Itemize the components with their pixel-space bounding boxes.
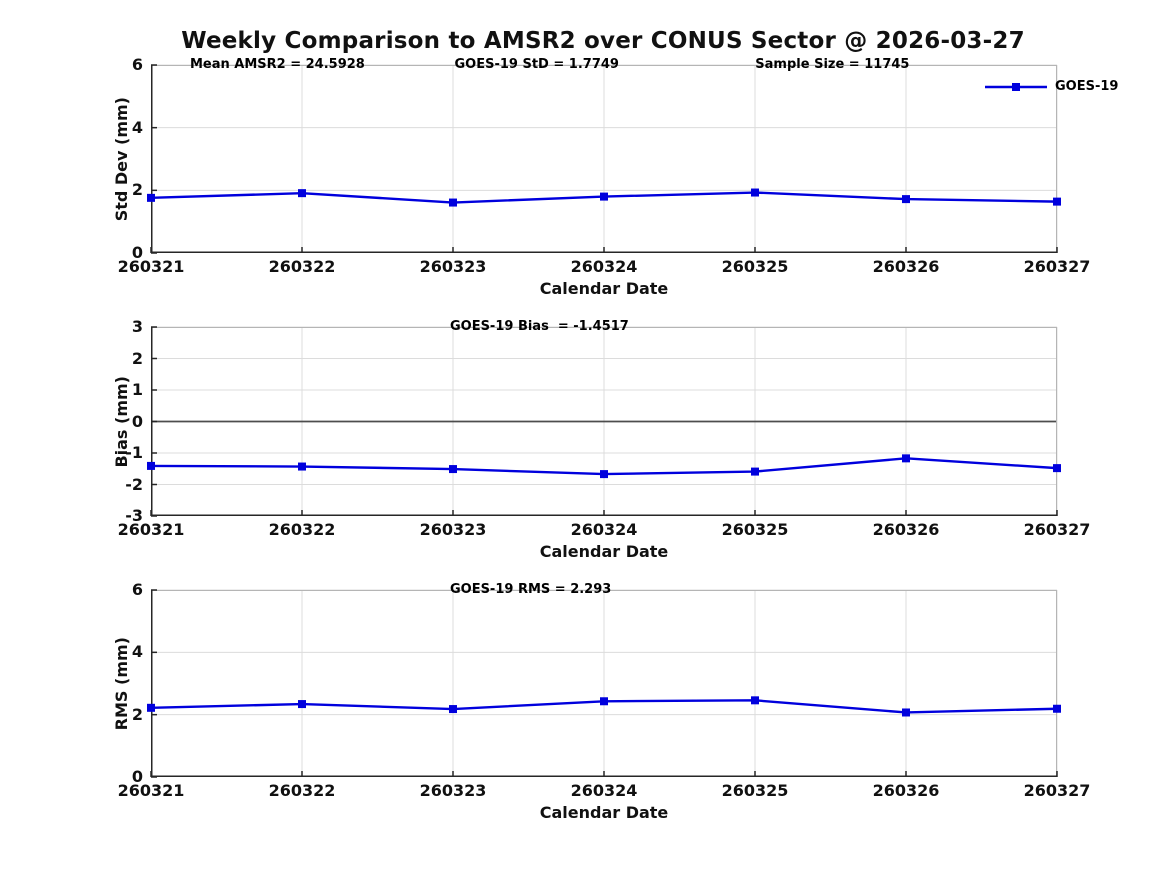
x-tick-label: 260327 — [1023, 520, 1091, 539]
y-tick-label: 6 — [131, 580, 143, 599]
y-tick-label: 2 — [131, 704, 143, 724]
x-tick-label: 260326 — [872, 257, 940, 276]
data-point-marker — [449, 465, 457, 474]
x-tick-label: 260324 — [570, 520, 638, 539]
data-point-marker — [298, 700, 306, 709]
data-point-marker — [600, 470, 608, 479]
x-tick-label: 260326 — [872, 520, 940, 539]
legend-label: GOES-19 — [1055, 79, 1119, 94]
y-axis-label-stddev: Std Dev (mm) — [111, 96, 131, 222]
chart-title: Weekly Comparison to AMSR2 over CONUS Se… — [181, 28, 1025, 54]
data-point-marker — [147, 461, 155, 470]
data-point-marker — [449, 705, 457, 714]
plot-annotation: Mean AMSR2 = 24.5928 — [189, 57, 365, 72]
x-tick-label: 260325 — [721, 257, 789, 276]
data-point-marker — [600, 192, 608, 201]
y-tick-label: 0 — [131, 767, 143, 786]
x-axis-label-rms: Calendar Date — [539, 803, 669, 822]
x-tick-label: 260327 — [1023, 257, 1091, 276]
y-tick-label: 4 — [131, 117, 143, 137]
plot-area-bias — [147, 326, 1061, 517]
plot-annotation: GOES-19 StD = 1.7749 — [454, 57, 619, 72]
y-tick-label: 2 — [131, 180, 143, 200]
x-tick-label: 260325 — [721, 781, 789, 800]
x-tick-label: 260324 — [570, 257, 638, 276]
y-tick-label: 2 — [131, 348, 143, 368]
data-point-marker — [600, 697, 608, 706]
x-tick-label: 260323 — [419, 781, 487, 800]
data-point-marker — [147, 703, 155, 712]
data-point-marker — [902, 454, 910, 463]
data-point-marker — [751, 188, 759, 197]
data-point-marker — [1053, 197, 1061, 206]
x-tick-label: 260327 — [1023, 781, 1091, 800]
data-point-marker — [1053, 704, 1061, 713]
data-point-marker — [751, 696, 759, 705]
x-tick-label: 260324 — [570, 781, 638, 800]
data-point-marker — [902, 195, 910, 204]
x-axis-label-stddev: Calendar Date — [539, 279, 669, 298]
legend-square-marker-icon — [1012, 82, 1020, 91]
plot-annotation: GOES-19 Bias = -1.4517 — [449, 319, 629, 334]
legend-line-sample — [985, 82, 1047, 91]
x-tick-label: 260321 — [117, 257, 185, 276]
y-tick-label: 4 — [131, 642, 143, 662]
plot-annotation: GOES-19 RMS = 2.293 — [449, 582, 612, 597]
data-point-marker — [298, 462, 306, 471]
x-axis-label-bias: Calendar Date — [539, 542, 669, 561]
y-tick-label: 3 — [131, 317, 143, 336]
x-tick-label: 260322 — [268, 781, 336, 800]
data-point-marker — [449, 198, 457, 207]
data-point-marker — [147, 193, 155, 202]
plot-annotation: Sample Size = 11745 — [755, 57, 910, 72]
x-tick-label: 260322 — [268, 257, 336, 276]
y-tick-label: 0 — [131, 243, 143, 262]
y-tick-label: -3 — [125, 506, 143, 525]
x-tick-label: 260323 — [419, 520, 487, 539]
y-tick-label: 1 — [131, 380, 143, 399]
x-tick-label: 260321 — [117, 520, 185, 539]
data-point-marker — [1053, 464, 1061, 473]
y-tick-label: -2 — [125, 474, 143, 494]
x-tick-label: 260323 — [419, 257, 487, 276]
x-tick-label: 260325 — [721, 520, 789, 539]
plot-area-stddev — [147, 64, 1061, 254]
data-point-marker — [298, 189, 306, 198]
y-tick-label: -1 — [125, 443, 143, 462]
y-tick-label: 0 — [131, 411, 143, 431]
x-tick-label: 260322 — [268, 520, 336, 539]
data-point-marker — [751, 467, 759, 476]
legend: GOES-19 — [984, 79, 1118, 94]
plot-area-rms — [147, 589, 1061, 778]
y-axis-label-rms: RMS (mm) — [111, 636, 131, 731]
x-tick-label: 260321 — [117, 781, 185, 800]
y-tick-label: 6 — [131, 55, 143, 74]
x-tick-label: 260326 — [872, 781, 940, 800]
data-point-marker — [902, 708, 910, 717]
